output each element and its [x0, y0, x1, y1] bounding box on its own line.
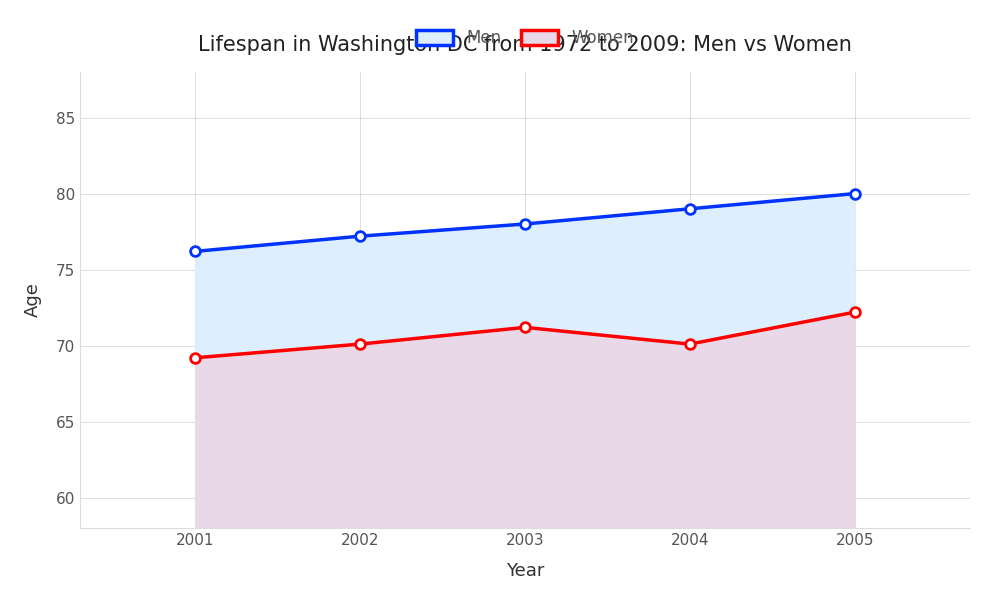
- Legend: Men, Women: Men, Women: [408, 21, 642, 56]
- Title: Lifespan in Washington DC from 1972 to 2009: Men vs Women: Lifespan in Washington DC from 1972 to 2…: [198, 35, 852, 55]
- X-axis label: Year: Year: [506, 562, 544, 580]
- Y-axis label: Age: Age: [24, 283, 42, 317]
